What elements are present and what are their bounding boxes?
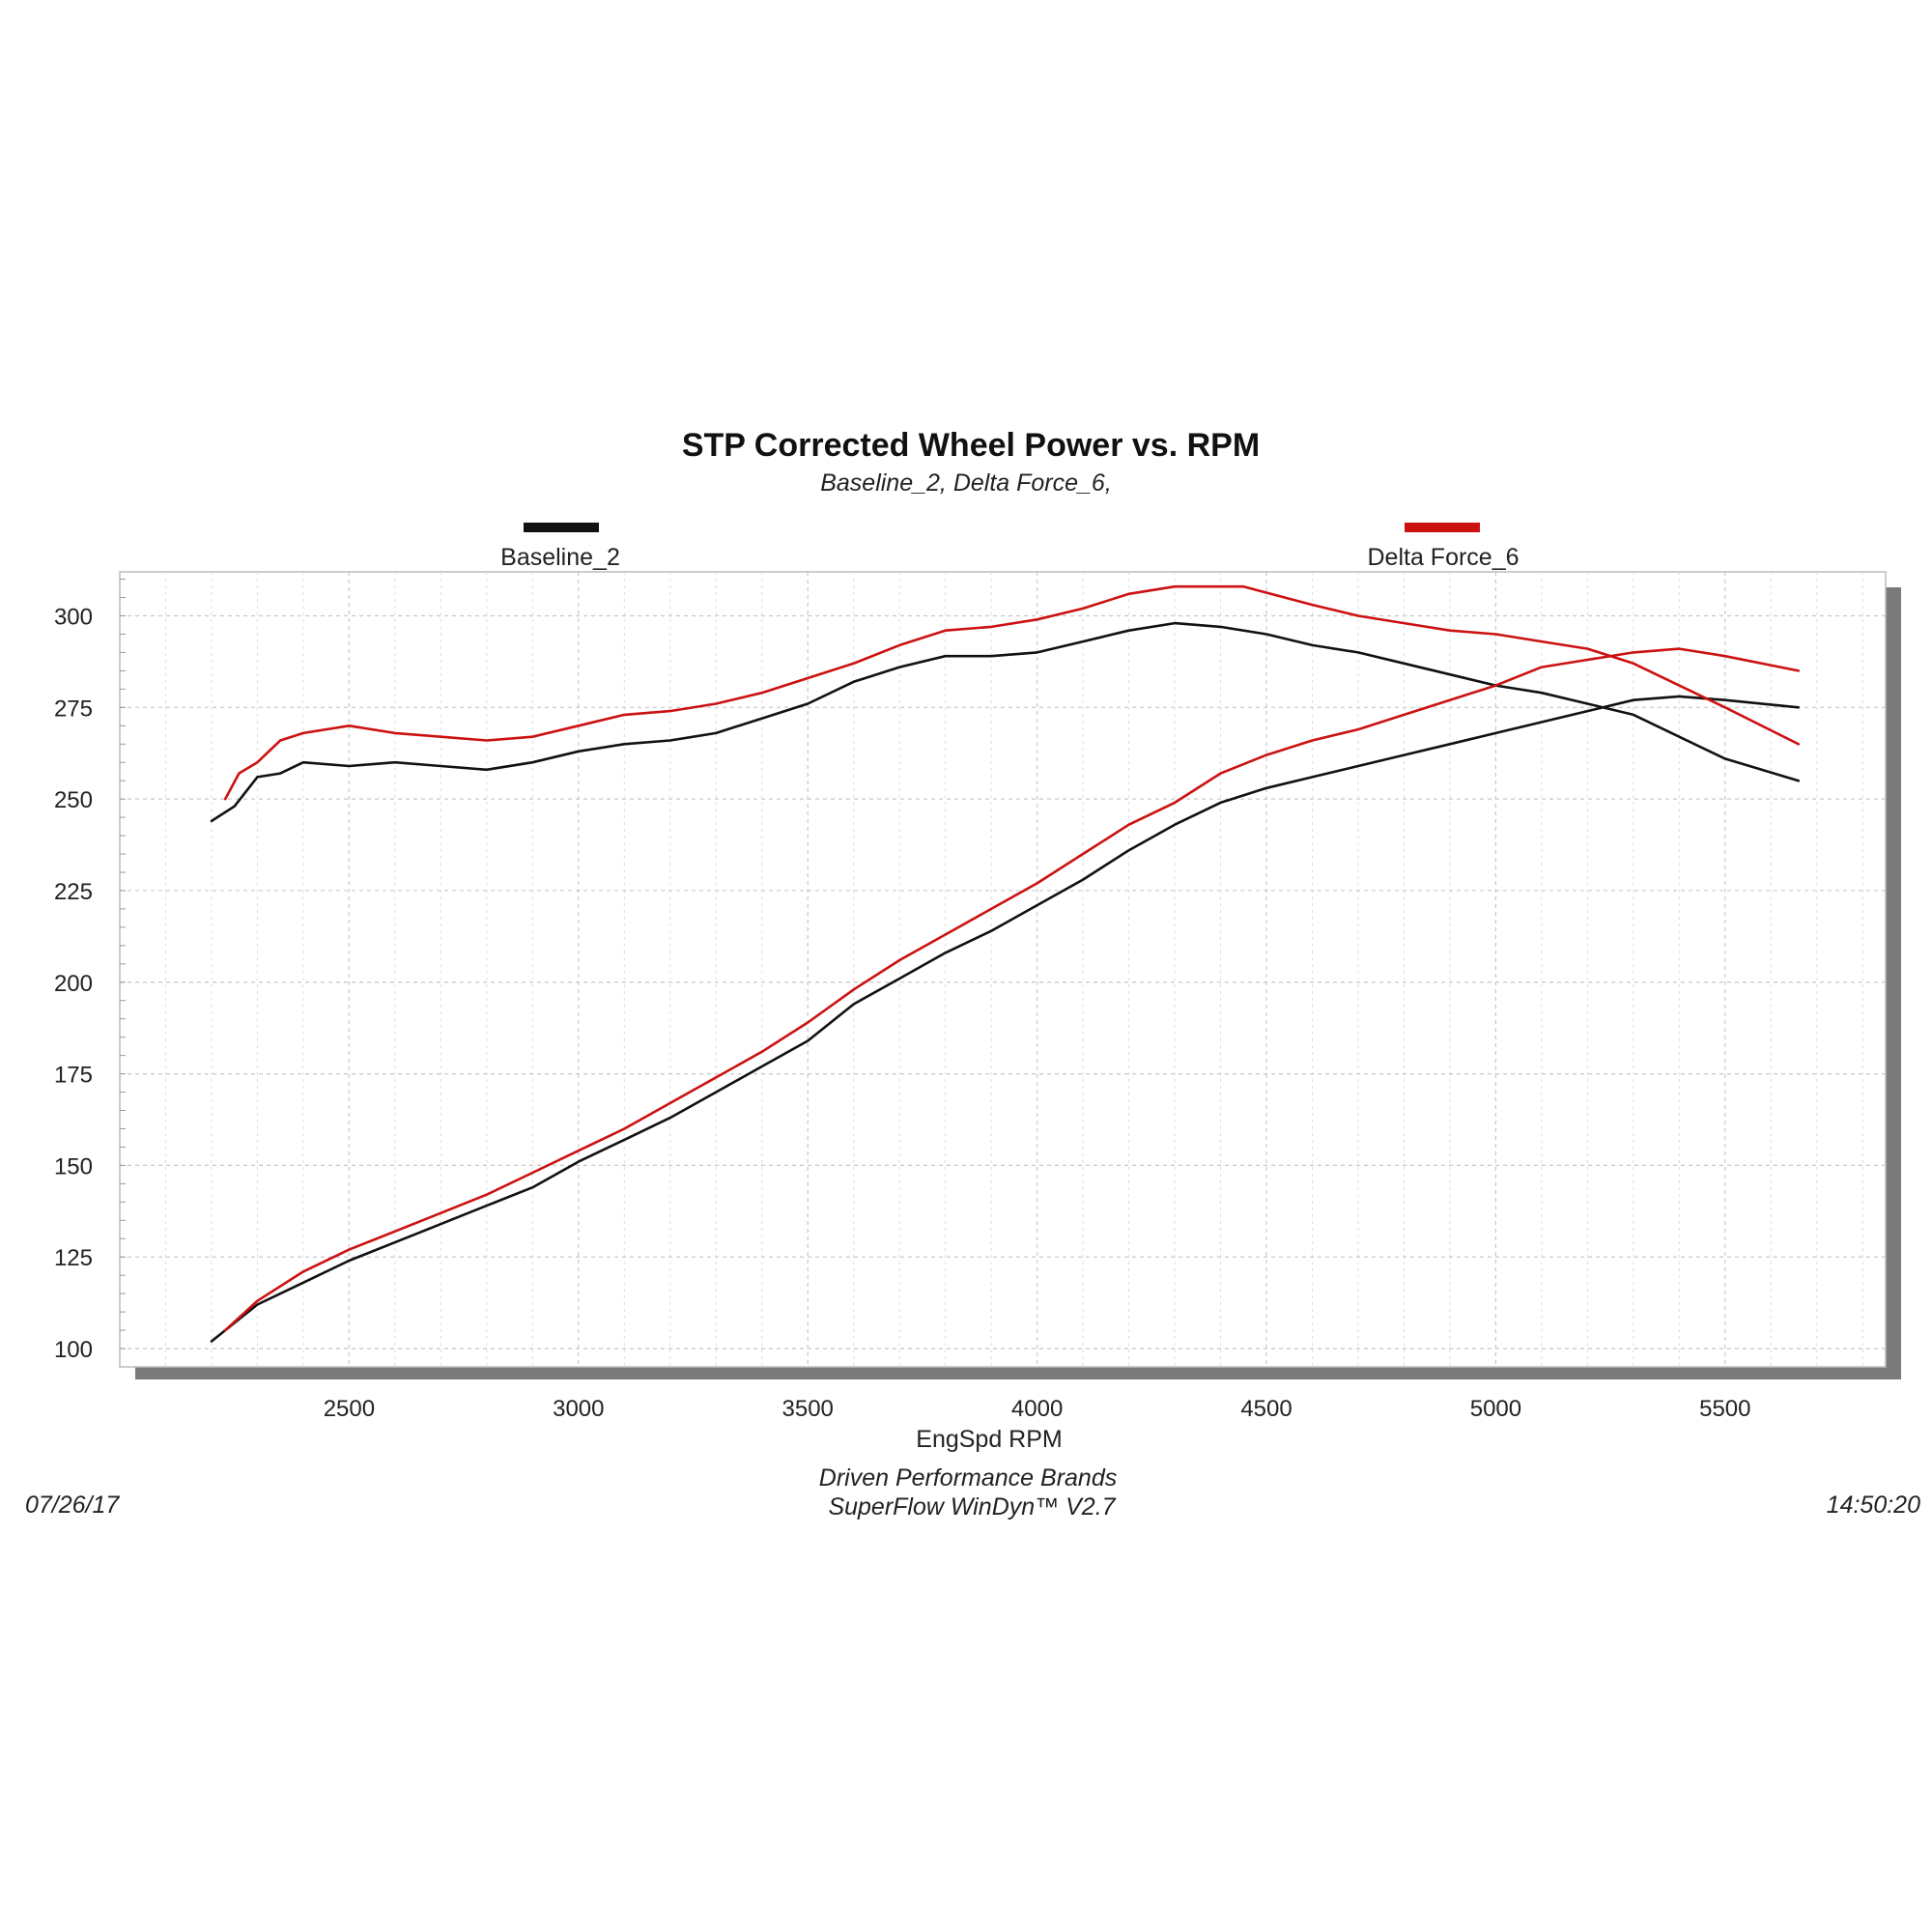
x-tick-label: 4500	[1240, 1396, 1292, 1422]
y-tick-label: 100	[54, 1337, 93, 1363]
x-axis-label: EngSpd RPM	[916, 1426, 1062, 1453]
y-axis-ticks: 100 125 150 175 200 225 250 275 300	[54, 605, 93, 1364]
y-tick-label: 300	[54, 605, 93, 631]
legend-swatch-delta-force	[1405, 523, 1480, 532]
y-tick-label: 150	[54, 1153, 93, 1179]
delta-force-6-torque-line	[223, 584, 1801, 801]
chart-subtitle: Baseline_2, Delta Force_6,	[820, 469, 1112, 497]
chart-title: STP Corrected Wheel Power vs. RPM	[682, 427, 1260, 464]
x-tick-label: 4000	[1011, 1396, 1063, 1422]
footer-time: 14:50:20	[1827, 1492, 1920, 1519]
x-axis-ticks: 2500 3000 3500 4000 4500 5000 5500	[324, 1396, 1751, 1422]
x-tick-label: 5500	[1699, 1396, 1750, 1422]
y-tick-label: 275	[54, 696, 93, 722]
legend-swatch-baseline	[524, 523, 599, 532]
legend-label-baseline: Baseline_2	[500, 544, 620, 571]
x-tick-label: 2500	[324, 1396, 375, 1422]
x-tick-label: 5000	[1470, 1396, 1521, 1422]
x-tick-label: 3000	[553, 1396, 604, 1422]
legend: Baseline_2 Delta Force_6	[500, 523, 1520, 571]
x-tick-label: 3500	[782, 1396, 834, 1422]
y-tick-label: 175	[54, 1063, 93, 1089]
delta-force-6-power-line	[223, 647, 1801, 1332]
series-lines	[210, 584, 1801, 1343]
y-tick-label: 250	[54, 787, 93, 813]
footer-software: SuperFlow WinDyn™ V2.7	[828, 1493, 1116, 1520]
footer-date: 07/26/17	[25, 1492, 120, 1519]
legend-label-delta-force: Delta Force_6	[1367, 544, 1519, 571]
footer-company: Driven Performance Brands	[819, 1464, 1117, 1492]
y-tick-label: 225	[54, 879, 93, 905]
major-grid	[120, 572, 1886, 1367]
baseline-2-power-line	[210, 695, 1801, 1343]
y-tick-label: 200	[54, 971, 93, 997]
tick-marks	[120, 579, 126, 1350]
y-tick-label: 125	[54, 1245, 93, 1271]
